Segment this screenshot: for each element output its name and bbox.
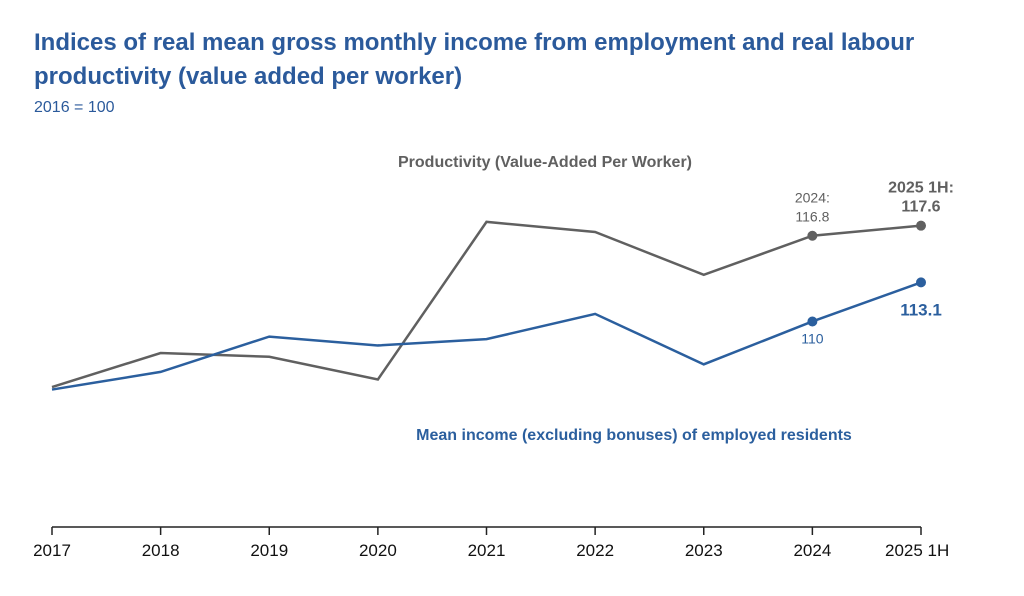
x-tick-label: 2019 — [250, 541, 288, 560]
value-label: 117.6 — [901, 199, 940, 216]
annotation: 2024: — [795, 190, 830, 206]
annotation: 2025 1H: — [888, 180, 954, 197]
x-tick-label: 2023 — [685, 541, 723, 560]
chart-subtitle: 2016 = 100 — [34, 99, 115, 116]
x-tick-label: 2017 — [33, 541, 71, 560]
value-label: 113.1 — [900, 300, 942, 319]
value-label: 110 — [801, 330, 824, 346]
x-tick-label: 2021 — [468, 541, 506, 560]
x-tick-label: 2024 — [793, 541, 831, 560]
series-label: Productivity (Value-Added Per Worker) — [398, 154, 692, 171]
point — [916, 277, 926, 288]
series-line — [51, 220, 922, 389]
point — [916, 220, 926, 231]
series-line — [51, 281, 922, 391]
x-tick-label: 2020 — [359, 541, 397, 560]
x-tick-label: 2022 — [576, 541, 614, 560]
value-label: 116.8 — [795, 209, 829, 225]
x-tick-label: 2018 — [142, 541, 180, 560]
x-tick-label: 2025 1H — [885, 541, 949, 560]
series-label: Mean income (excluding bonuses) of emplo… — [416, 427, 852, 444]
point — [807, 230, 818, 241]
point — [807, 316, 818, 327]
chart-title: Indices of real mean gross monthly incom… — [34, 29, 915, 90]
